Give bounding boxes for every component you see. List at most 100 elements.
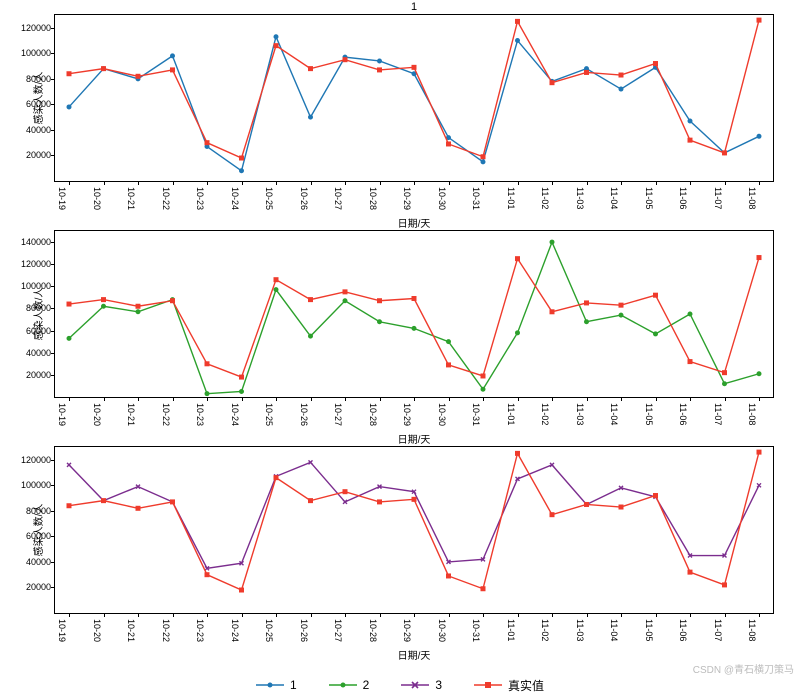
watermark: CSDN @青石横刀策马: [693, 661, 794, 676]
x-tick-label: 10-27: [333, 619, 343, 642]
series-line-s3: [69, 462, 759, 568]
x-tick-label: 10-22: [161, 403, 171, 426]
x-tick-label: 10-28: [368, 187, 378, 210]
x-tick-label: 11-08: [747, 619, 757, 641]
x-tick-label: 10-25: [264, 187, 274, 210]
x-tick-label: 11-05: [644, 187, 654, 209]
x-axis-title: 日期/天: [398, 215, 431, 230]
legend-item-s3: 3: [401, 678, 442, 692]
x-tick-label: 11-07: [713, 403, 723, 425]
x-tick-label: 10-22: [161, 619, 171, 642]
y-tick-label: 120000: [21, 455, 55, 465]
x-tick-label: 10-29: [402, 403, 412, 426]
panel-2: 感染人数/人2000040000600008000010000012000014…: [54, 230, 774, 398]
y-tick-label: 100000: [21, 480, 55, 490]
series-line-truth: [69, 20, 759, 158]
legend: 1 2 3 真实值: [0, 677, 800, 695]
x-tick-label: 11-05: [644, 619, 654, 641]
x-tick-label: 10-31: [471, 187, 481, 210]
x-tick-label: 10-19: [57, 619, 67, 642]
x-tick-label: 11-03: [575, 619, 585, 641]
legend-label: 真实值: [508, 677, 544, 694]
series-line-truth: [69, 258, 759, 378]
x-tick-label: 10-26: [299, 619, 309, 642]
x-tick-label: 11-02: [540, 187, 550, 209]
x-tick-label: 10-27: [333, 187, 343, 210]
y-tick-label: 120000: [21, 259, 55, 269]
x-tick-label: 10-19: [57, 187, 67, 210]
x-tick-label: 10-29: [402, 187, 412, 210]
x-tick-label: 11-08: [747, 187, 757, 209]
x-tick-label: 10-27: [333, 403, 343, 426]
x-tick-label: 10-24: [230, 403, 240, 426]
x-axis-title: 日期/天: [398, 431, 431, 446]
x-tick-label: 10-19: [57, 403, 67, 426]
x-tick-label: 10-23: [195, 403, 205, 426]
x-tick-label: 10-20: [92, 187, 102, 210]
legend-label: 1: [290, 678, 297, 692]
x-tick-label: 10-28: [368, 619, 378, 642]
x-tick-label: 11-07: [713, 619, 723, 641]
y-tick-label: 140000: [21, 237, 55, 247]
legend-item-s1: 1: [256, 678, 297, 692]
x-tick-label: 11-01: [506, 187, 516, 209]
x-axis-title: 日期/天: [398, 647, 431, 662]
x-tick-label: 10-20: [92, 619, 102, 642]
x-tick-label: 11-04: [609, 187, 619, 209]
x-tick-label: 10-20: [92, 403, 102, 426]
x-tick-label: 11-01: [506, 403, 516, 425]
x-tick-label: 10-24: [230, 187, 240, 210]
x-tick-label: 10-24: [230, 619, 240, 642]
x-tick-label: 10-30: [437, 619, 447, 642]
x-tick-label: 11-04: [609, 619, 619, 641]
legend-label: 2: [363, 678, 370, 692]
x-tick-label: 10-30: [437, 187, 447, 210]
plot-svg: [55, 231, 773, 397]
x-tick-label: 11-02: [540, 619, 550, 641]
x-tick-label: 10-26: [299, 403, 309, 426]
x-tick-label: 10-31: [471, 403, 481, 426]
legend-item-s2: 2: [329, 678, 370, 692]
x-tick-label: 10-30: [437, 403, 447, 426]
panel-1: 1感染人数/人200004000060000800001000001200001…: [54, 14, 774, 182]
x-tick-label: 10-29: [402, 619, 412, 642]
y-tick-label: 100000: [21, 281, 55, 291]
x-tick-label: 10-21: [126, 187, 136, 210]
figure: 1 感染人数/人200004000060000800001000001200001…: [0, 0, 800, 698]
x-tick-label: 11-05: [644, 403, 654, 425]
x-tick-label: 11-03: [575, 403, 585, 425]
x-tick-label: 10-26: [299, 187, 309, 210]
x-tick-label: 10-25: [264, 619, 274, 642]
legend-swatch: [256, 679, 284, 691]
y-tick-label: 120000: [21, 23, 55, 33]
x-tick-label: 11-01: [506, 619, 516, 641]
x-tick-label: 11-06: [678, 619, 688, 641]
y-tick-label: 100000: [21, 48, 55, 58]
x-tick-label: 10-22: [161, 187, 171, 210]
legend-label: 3: [435, 678, 442, 692]
x-tick-label: 10-31: [471, 619, 481, 642]
legend-item-truth: 真实值: [474, 677, 544, 694]
x-tick-label: 11-08: [747, 403, 757, 425]
x-tick-label: 10-21: [126, 619, 136, 642]
series-line-s2: [69, 242, 759, 394]
x-tick-label: 10-28: [368, 403, 378, 426]
series-line-truth: [69, 452, 759, 590]
x-tick-label: 11-04: [609, 403, 619, 425]
x-tick-label: 11-06: [678, 187, 688, 209]
plot-svg: [55, 447, 773, 613]
x-tick-label: 11-02: [540, 403, 550, 425]
x-tick-label: 10-25: [264, 403, 274, 426]
x-tick-label: 10-23: [195, 187, 205, 210]
panel-title: 1: [411, 1, 417, 13]
x-tick-label: 10-21: [126, 403, 136, 426]
x-tick-label: 10-23: [195, 619, 205, 642]
x-tick-label: 11-03: [575, 187, 585, 209]
legend-swatch: [401, 679, 429, 691]
x-tick-label: 11-06: [678, 403, 688, 425]
x-tick-label: 11-07: [713, 187, 723, 209]
legend-swatch: [474, 679, 502, 691]
plot-svg: [55, 15, 773, 181]
legend-swatch: [329, 679, 357, 691]
panel-3: 感染人数/人2000040000600008000010000012000010…: [54, 446, 774, 614]
